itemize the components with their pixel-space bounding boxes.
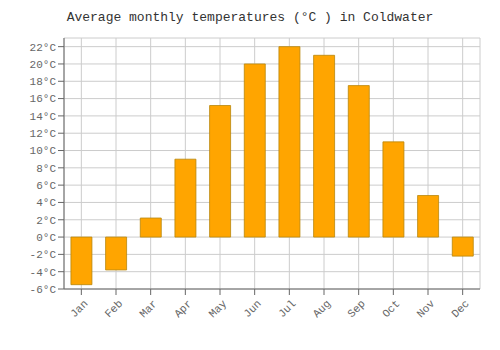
svg-text:Aug: Aug — [311, 298, 333, 320]
svg-text:2°C: 2°C — [36, 215, 56, 227]
svg-text:4°C: 4°C — [36, 197, 56, 209]
svg-text:-6°C: -6°C — [30, 284, 57, 296]
svg-text:16°C: 16°C — [30, 93, 57, 105]
svg-text:-4°C: -4°C — [30, 267, 57, 279]
svg-text:Mar: Mar — [137, 298, 159, 320]
svg-text:Jul: Jul — [276, 298, 298, 320]
svg-text:10°C: 10°C — [30, 145, 57, 157]
svg-text:14°C: 14°C — [30, 111, 57, 123]
svg-text:Dec: Dec — [449, 298, 471, 320]
svg-text:Apr: Apr — [172, 298, 194, 320]
svg-text:Jun: Jun — [241, 298, 263, 320]
svg-text:18°C: 18°C — [30, 76, 57, 88]
svg-text:Oct: Oct — [380, 298, 402, 320]
svg-text:May: May — [207, 297, 230, 320]
svg-text:-2°C: -2°C — [30, 249, 57, 261]
svg-text:12°C: 12°C — [30, 128, 57, 140]
svg-text:Nov: Nov — [415, 297, 438, 320]
svg-text:Feb: Feb — [103, 298, 125, 320]
svg-text:20°C: 20°C — [30, 59, 57, 71]
svg-text:22°C: 22°C — [30, 42, 57, 54]
svg-text:Sep: Sep — [345, 298, 367, 320]
svg-text:0°C: 0°C — [36, 232, 56, 244]
svg-text:8°C: 8°C — [36, 163, 56, 175]
html-text:Average monthly temperatures (: Average monthly temperatures (°C ) in Co… — [66, 10, 434, 25]
svg-text:6°C: 6°C — [36, 180, 56, 192]
svg-text:Jan: Jan — [68, 298, 90, 320]
